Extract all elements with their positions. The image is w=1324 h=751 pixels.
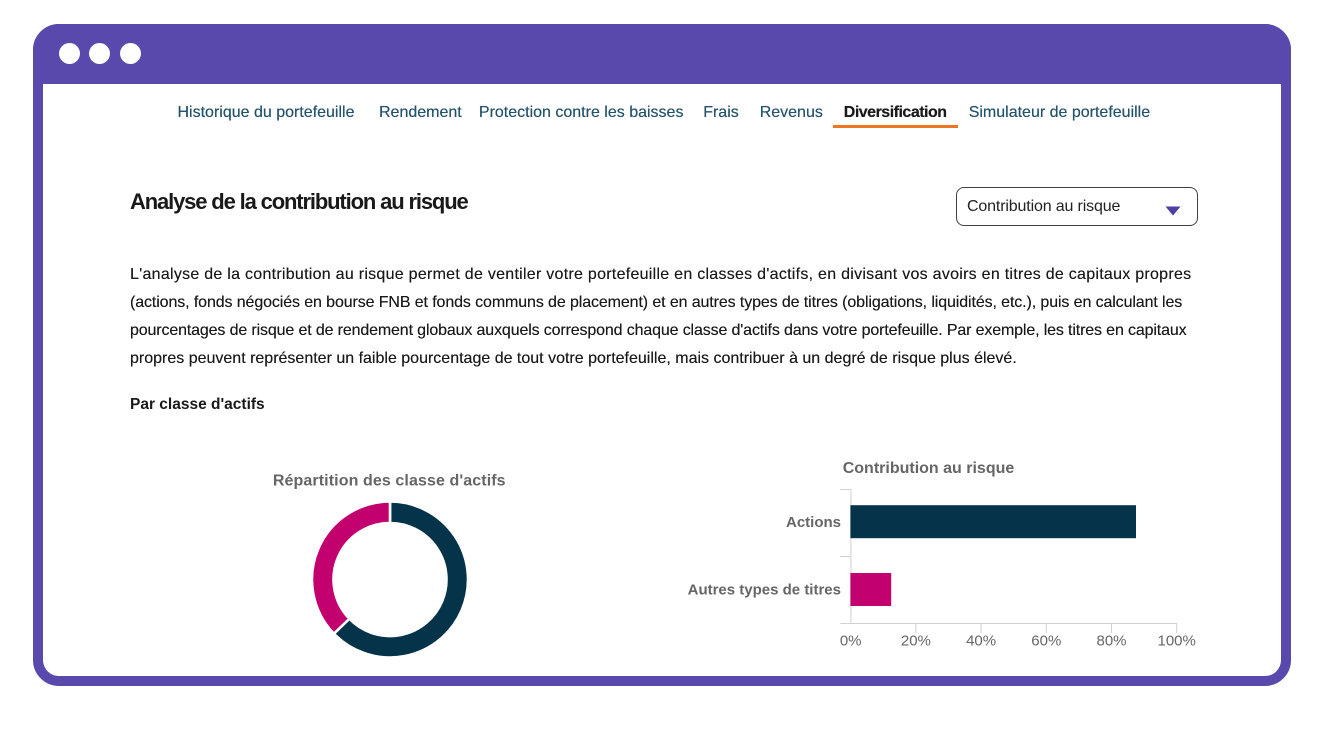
svg-text:Répartition des classe d'actif: Répartition des classe d'actifs <box>273 473 506 490</box>
svg-text:20%: 20% <box>901 633 931 650</box>
svg-text:100%: 100% <box>1158 633 1196 650</box>
svg-text:Autres types de titres: Autres types de titres <box>688 582 841 599</box>
svg-text:Actions: Actions <box>786 514 841 531</box>
svg-text:0%: 0% <box>840 633 862 650</box>
svg-text:Contribution au risque: Contribution au risque <box>843 460 1015 477</box>
svg-text:40%: 40% <box>966 633 996 650</box>
svg-text:80%: 80% <box>1096 633 1126 650</box>
svg-text:60%: 60% <box>1031 633 1061 650</box>
